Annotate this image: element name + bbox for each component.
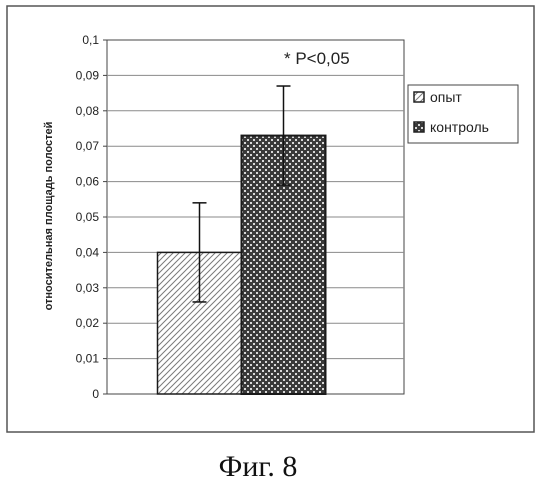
y-tick-label: 0,07 [76,139,100,153]
legend: опыт контроль [408,85,518,143]
y-tick-label: 0 [92,387,99,401]
legend-label-experiment: опыт [430,89,462,105]
y-tick-label: 0,01 [76,352,100,366]
y-axis-label: относительная площадь полостей [43,122,55,311]
y-tick-label: 0,08 [76,104,100,118]
y-tick-label: 0,02 [76,316,100,330]
y-tick-label: 0,04 [76,245,100,259]
legend-swatch-control [414,122,424,132]
figure-caption: Фиг. 8 [219,450,298,483]
legend-label-control: контроль [430,119,489,135]
y-tick-label: 0,06 [76,175,100,189]
y-tick-label: 0,05 [76,210,100,224]
y-tick-label: 0,09 [76,68,100,82]
significance-annotation: * P<0,05 [284,49,350,68]
legend-swatch-experiment [414,92,424,102]
y-tick-label: 0,03 [76,281,100,295]
y-tick-label: 0,1 [82,33,99,47]
